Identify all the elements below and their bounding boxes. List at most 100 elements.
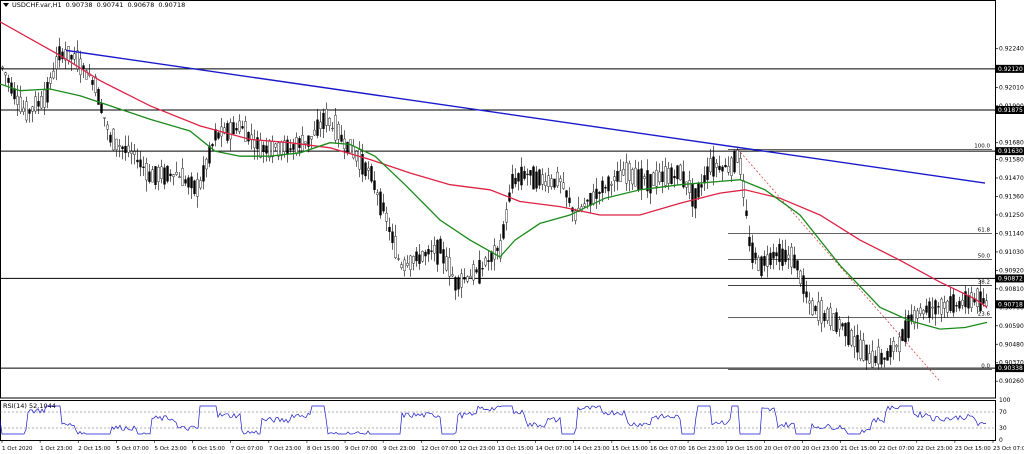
candle-body — [622, 168, 625, 176]
y-tick-label: 0.90920 — [999, 267, 1024, 274]
candle-body — [757, 257, 760, 271]
close-value: 0.90718 — [158, 1, 186, 9]
candle-body — [586, 199, 589, 202]
candle-body — [301, 135, 304, 151]
candle-body — [187, 177, 190, 188]
candle-body — [748, 236, 751, 247]
candle-body — [532, 166, 535, 190]
candle-body — [82, 65, 85, 69]
rsi-scale-label: 30 — [999, 425, 1007, 432]
candle-body — [208, 145, 211, 164]
candle-body — [958, 301, 961, 309]
candle-body — [238, 120, 241, 132]
candle-body — [595, 188, 598, 199]
candle-body — [469, 275, 472, 279]
candle-body — [94, 76, 97, 93]
candle-body — [505, 209, 508, 223]
candle-body — [181, 168, 184, 186]
candle-body — [679, 164, 682, 181]
candle-body — [40, 96, 43, 109]
candle-body — [139, 159, 142, 168]
candle-body — [976, 288, 979, 308]
candle-body — [52, 70, 55, 79]
candle-body — [358, 149, 361, 170]
candle-body — [166, 165, 169, 182]
candle-body — [955, 305, 958, 307]
candle-body — [874, 355, 877, 364]
candle-body — [904, 320, 907, 343]
y-tick-label: 0.92010 — [999, 84, 1024, 91]
candle-body — [910, 314, 913, 322]
candle-body — [412, 256, 415, 264]
candle-body — [376, 192, 379, 196]
candle-body — [124, 145, 127, 153]
candle-body — [928, 301, 931, 318]
candle-body — [85, 70, 88, 80]
candle-body — [361, 154, 364, 175]
candle-body — [37, 101, 40, 107]
candle-body — [397, 258, 400, 260]
x-tick-label: 16 Oct 23:00 — [688, 446, 724, 452]
candle-body — [511, 173, 514, 189]
candle-body — [856, 334, 859, 353]
candle-body — [709, 158, 712, 173]
candle-body — [271, 141, 274, 157]
candle-body — [664, 166, 667, 186]
candle-body — [70, 55, 73, 60]
candle-body — [877, 346, 880, 365]
candle-body — [835, 312, 838, 332]
x-tick-label: 2 Oct 15:00 — [78, 446, 111, 452]
candle-body — [853, 336, 856, 347]
candle-body — [805, 291, 808, 298]
candle-body — [190, 176, 193, 189]
candle-body — [568, 197, 571, 204]
candle-body — [496, 247, 499, 252]
candle-body — [754, 252, 757, 259]
candle-body — [970, 292, 973, 308]
candle-body — [289, 148, 292, 150]
candle-body — [226, 123, 229, 141]
candle-body — [103, 117, 106, 119]
candle-body — [871, 350, 874, 368]
candle-body — [694, 188, 697, 209]
candle-body — [457, 277, 460, 290]
candle-body — [886, 350, 889, 361]
candle-body — [940, 298, 943, 315]
candle-body — [514, 177, 517, 185]
dropdown-triangle-icon[interactable] — [3, 3, 9, 7]
candle-body — [307, 135, 310, 147]
x-tick-label: 7 Oct 23:00 — [269, 446, 302, 452]
candle-body — [784, 249, 787, 262]
candle-body — [688, 180, 691, 193]
candle-body — [394, 236, 397, 258]
candle-body — [151, 169, 154, 183]
level-label: 0.91875 — [998, 107, 1023, 114]
candle-body — [604, 187, 607, 189]
candle-body — [949, 296, 952, 311]
candle-body — [616, 171, 619, 182]
candle-body — [409, 255, 412, 270]
candle-body — [964, 291, 967, 308]
candle-body — [625, 162, 628, 184]
candle-body — [277, 142, 280, 157]
candle-body — [4, 72, 7, 76]
candle-body — [739, 158, 742, 175]
x-tick-label: 14 Oct 23:00 — [574, 446, 610, 452]
candle-body — [598, 191, 601, 194]
candle-body — [445, 256, 448, 271]
low-value: 0.90678 — [127, 1, 155, 9]
candle-body — [217, 132, 220, 139]
rsi-label: RSI(14) 52.1044 — [3, 402, 56, 410]
candle-body — [34, 96, 37, 112]
x-tick-label: 5 Oct 07:00 — [116, 446, 149, 452]
candle-body — [163, 167, 166, 185]
candle-body — [565, 190, 568, 198]
candle-body — [634, 167, 637, 187]
high-value: 0.90741 — [96, 1, 124, 9]
candle-body — [337, 123, 340, 140]
ma-slow-line — [0, 21, 988, 308]
candle-body — [760, 256, 763, 277]
candle-body — [58, 46, 61, 61]
symbol-label: USDCHF.var,H1 — [12, 1, 62, 9]
